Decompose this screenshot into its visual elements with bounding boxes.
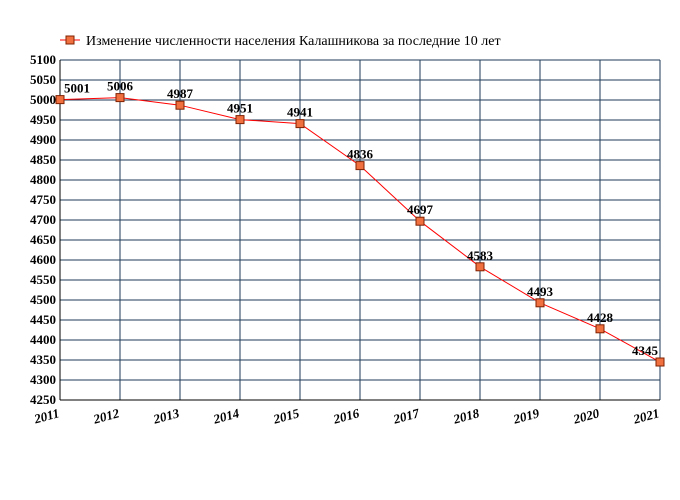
x-tick-label: 2018 [451,405,481,427]
y-tick-label: 4350 [30,352,56,367]
x-tick-label: 2013 [151,405,181,427]
data-point [475,262,485,272]
data-label: 5006 [107,79,134,94]
y-tick-label: 4400 [30,332,56,347]
data-label: 4951 [227,101,253,116]
x-tick-label: 2011 [31,405,60,426]
data-point [235,115,245,125]
data-label: 4428 [587,310,614,325]
data-label: 4493 [527,284,554,299]
x-tick-label: 2012 [91,405,121,427]
grid [59,59,661,401]
data-point [655,357,665,367]
y-tick-label: 5050 [30,72,56,87]
x-tick-label: 2016 [331,405,361,427]
x-tick-label: 2015 [271,405,301,427]
data-label: 4836 [347,147,374,162]
y-tick-label: 4600 [30,252,56,267]
data-label: 5001 [64,81,90,96]
y-tick-labels: 4250 4300 4350 4400 4450 4500 4550 4600 4650 4700… [30,52,56,407]
data-point [175,100,185,110]
legend: Изменение численности населения Калашник… [60,34,501,49]
legend-label: Изменение численности населения Калашник… [86,34,501,49]
data-point [355,161,365,171]
x-tick-label: 2020 [571,405,601,427]
y-tick-label: 4650 [30,232,56,247]
data-label: 4583 [467,248,494,263]
x-tick-label: 2019 [511,405,541,427]
data-label: 4987 [167,86,194,101]
y-tick-label: 4950 [30,112,56,127]
y-tick-label: 4300 [30,372,56,387]
x-tick-label: 2021 [631,405,661,426]
legend-marker-swatch [65,35,75,45]
y-tick-label: 4850 [30,152,56,167]
x-tick-labels: 2011 2012 2013 2014 2015 2016 2017 2018 2019 2020… [31,405,660,427]
y-tick-label: 4750 [30,192,56,207]
y-tick-label: 4450 [30,312,56,327]
data-point [415,216,425,226]
axes [59,60,660,401]
y-tick-label: 4800 [30,172,56,187]
y-tick-label: 5100 [30,52,56,67]
data-label: 4941 [287,105,313,120]
y-tick-label: 5000 [30,92,56,107]
series [55,93,665,367]
data-point [55,95,65,105]
data-label: 4345 [632,343,659,358]
y-tick-label: 4250 [30,392,56,407]
y-tick-label: 4500 [30,292,56,307]
y-tick-label: 4700 [30,212,56,227]
x-tick-label: 2017 [391,405,421,427]
data-labels: 5001 5006 4987 4951 4941 4836 4697 4583 4493 4428… [64,79,659,358]
data-label: 4697 [407,202,434,217]
data-point [535,298,545,308]
data-point [115,93,125,103]
data-point [595,324,605,334]
x-tick-label: 2014 [211,405,241,427]
y-tick-label: 4900 [30,132,56,147]
data-point [295,119,305,129]
y-tick-label: 4550 [30,272,56,287]
